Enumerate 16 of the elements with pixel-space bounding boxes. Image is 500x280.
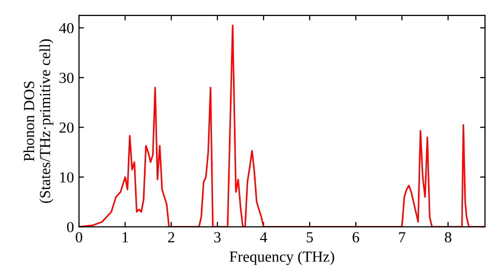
y-tick-label: 0 [67, 222, 74, 232]
x-tick-label: 2 [168, 232, 174, 242]
y-tick-label: 30 [60, 72, 74, 84]
x-tick-label: 4 [260, 232, 268, 242]
x-tick-label: 8 [444, 232, 452, 242]
x-tick-label: 5 [306, 232, 313, 242]
y-tick-label: 40 [59, 22, 74, 34]
y-tick-label: 20 [60, 122, 74, 133]
x-tick-label: 3 [214, 232, 221, 242]
x-tick-label: 0 [76, 232, 82, 242]
x-tick-label: 6 [352, 232, 360, 242]
x-tick-label: 7 [399, 232, 406, 242]
y-tick-label: 10 [60, 172, 74, 183]
y-axis-title: Phonon DOS (States/THz·primitive cell) [23, 39, 54, 203]
x-axis-title: Frequency (THz) [230, 251, 334, 265]
x-tick-label: 1 [122, 232, 128, 242]
